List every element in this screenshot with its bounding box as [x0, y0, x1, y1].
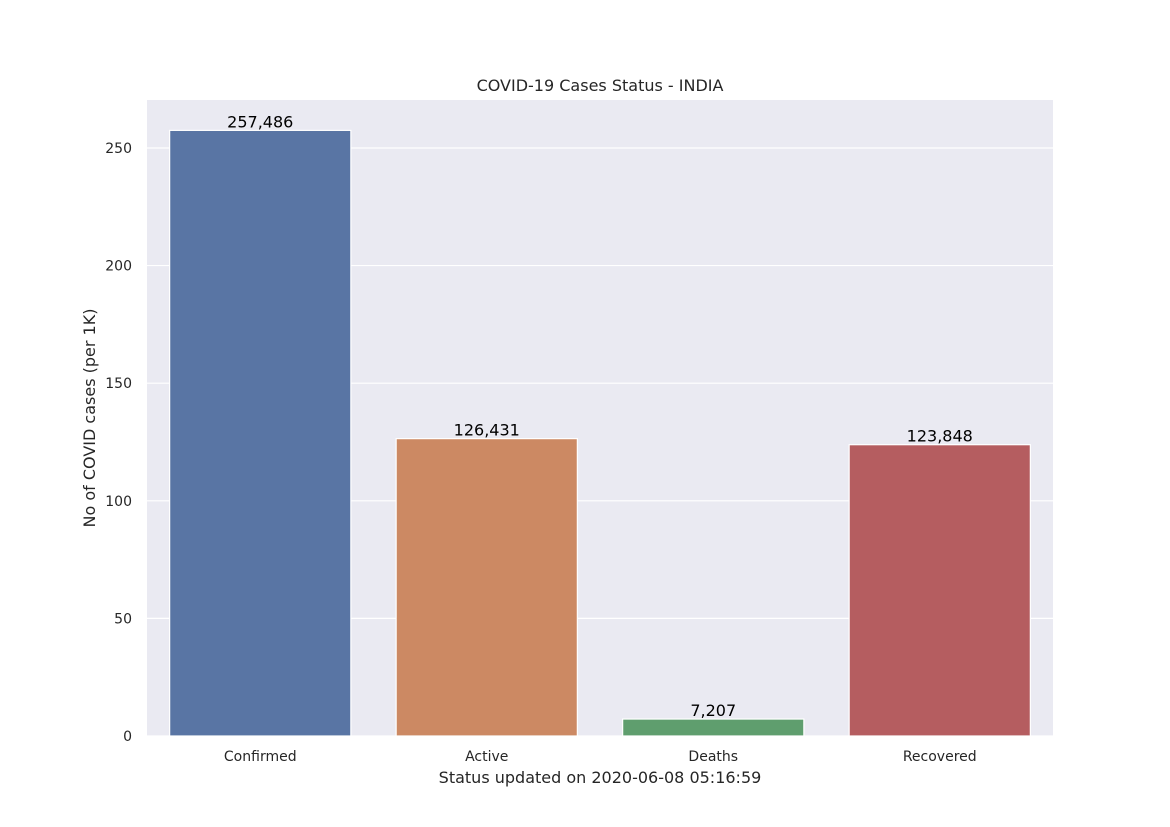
x-tick-label: Recovered — [903, 749, 977, 765]
data-label-confirmed: 257,486 — [227, 112, 293, 131]
x-tick-labels: Confirmed Active Deaths Recovered — [224, 749, 977, 765]
y-tick-label: 50 — [114, 611, 132, 627]
bars — [169, 129, 1031, 737]
x-tick-label: Deaths — [688, 749, 738, 765]
bar-recovered — [848, 444, 1031, 737]
bar-confirmed — [169, 129, 352, 737]
y-tick-label: 0 — [123, 729, 132, 745]
x-axis-label: Status updated on 2020-06-08 05:16:59 — [439, 768, 762, 787]
data-label-recovered: 123,848 — [907, 427, 973, 446]
y-tick-label: 250 — [105, 141, 132, 157]
bar-deaths — [622, 718, 805, 737]
y-axis-label: No of COVID cases (per 1K) — [80, 309, 99, 528]
x-tick-label: Active — [465, 749, 508, 765]
y-tick-label: 200 — [105, 259, 132, 275]
data-label-active: 126,431 — [454, 421, 520, 440]
x-tick-label: Confirmed — [224, 749, 297, 765]
y-tick-label: 100 — [105, 494, 132, 510]
chart-title: COVID-19 Cases Status - INDIA — [477, 76, 724, 95]
y-tick-label: 150 — [105, 376, 132, 392]
data-labels: 257,486 126,431 7,207 123,848 — [227, 112, 973, 720]
y-tick-labels: 0 50 100 150 200 250 — [105, 141, 132, 745]
bar-active — [395, 438, 578, 737]
data-label-deaths: 7,207 — [690, 701, 736, 720]
